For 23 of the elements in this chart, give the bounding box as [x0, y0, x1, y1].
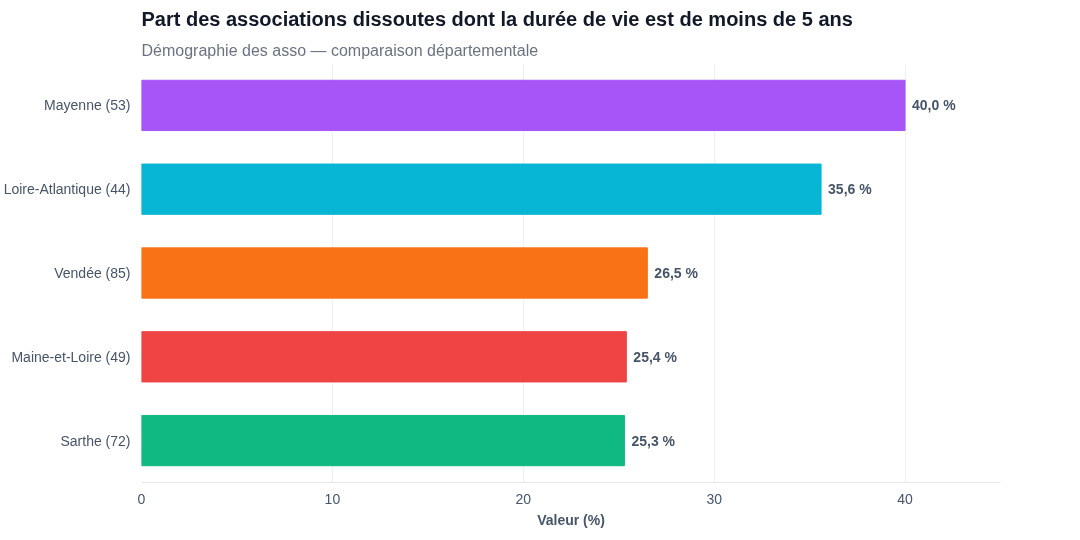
data-label: 26,5 % [654, 265, 699, 281]
bar [141, 79, 906, 132]
x-tick-label: 30 [706, 490, 723, 507]
y-tick-label: Sarthe (72) [60, 432, 131, 449]
chart-subtitle: Démographie des asso — comparaison départementale [141, 41, 539, 59]
data-label: 40,0 % [912, 97, 957, 114]
x-tick-label: 20 [515, 490, 532, 507]
x-tick-label: 10 [324, 490, 341, 507]
bar [141, 163, 822, 215]
bar [141, 247, 648, 299]
y-tick-label: Loire-Atlantique (44) [3, 181, 131, 198]
bar [141, 414, 625, 467]
data-label: 35,6 % [828, 181, 873, 198]
y-tick-label: Mayenne (53) [44, 97, 131, 114]
x-tick-label: 40 [897, 490, 914, 507]
x-tick-label: 0 [137, 490, 146, 507]
chart-title: Part des associations dissoutes dont la durée de vie est de moins de 5 ans [141, 7, 853, 30]
y-tick-label: Maine-et-Loire (49) [11, 348, 131, 365]
data-label: 25,4 % [633, 348, 678, 365]
bar [141, 331, 627, 383]
y-tick-label: Vendée (85) [54, 265, 131, 281]
x-axis-title: Valeur (%) [537, 511, 605, 528]
data-label: 25,3 % [631, 432, 676, 449]
